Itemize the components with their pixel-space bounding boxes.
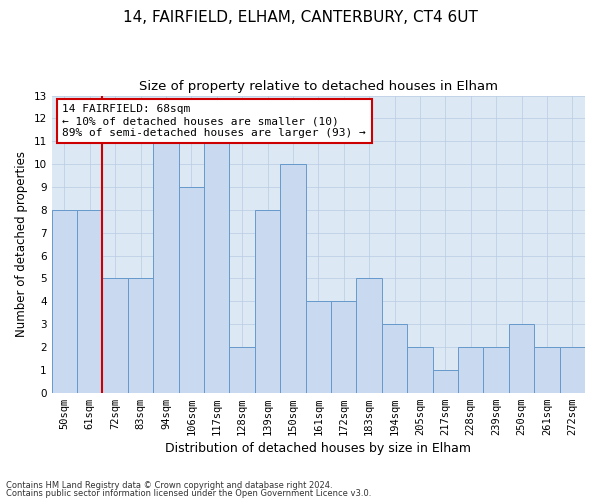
- Bar: [356, 278, 382, 392]
- Bar: [407, 347, 433, 393]
- Bar: [179, 187, 204, 392]
- Text: 14, FAIRFIELD, ELHAM, CANTERBURY, CT4 6UT: 14, FAIRFIELD, ELHAM, CANTERBURY, CT4 6U…: [122, 10, 478, 25]
- Text: Contains public sector information licensed under the Open Government Licence v3: Contains public sector information licen…: [6, 488, 371, 498]
- Bar: [103, 278, 128, 392]
- Bar: [52, 210, 77, 392]
- Bar: [280, 164, 305, 392]
- Bar: [77, 210, 103, 392]
- Bar: [331, 302, 356, 392]
- Bar: [128, 278, 153, 392]
- Bar: [534, 347, 560, 393]
- Title: Size of property relative to detached houses in Elham: Size of property relative to detached ho…: [139, 80, 498, 93]
- Bar: [458, 347, 484, 393]
- Bar: [382, 324, 407, 392]
- Bar: [153, 142, 179, 392]
- Bar: [484, 347, 509, 393]
- Y-axis label: Number of detached properties: Number of detached properties: [15, 151, 28, 337]
- X-axis label: Distribution of detached houses by size in Elham: Distribution of detached houses by size …: [166, 442, 472, 455]
- Bar: [305, 302, 331, 392]
- Bar: [560, 347, 585, 393]
- Bar: [433, 370, 458, 392]
- Bar: [229, 347, 255, 393]
- Bar: [255, 210, 280, 392]
- Bar: [509, 324, 534, 392]
- Bar: [204, 142, 229, 392]
- Text: Contains HM Land Registry data © Crown copyright and database right 2024.: Contains HM Land Registry data © Crown c…: [6, 481, 332, 490]
- Text: 14 FAIRFIELD: 68sqm
← 10% of detached houses are smaller (10)
89% of semi-detach: 14 FAIRFIELD: 68sqm ← 10% of detached ho…: [62, 104, 366, 138]
